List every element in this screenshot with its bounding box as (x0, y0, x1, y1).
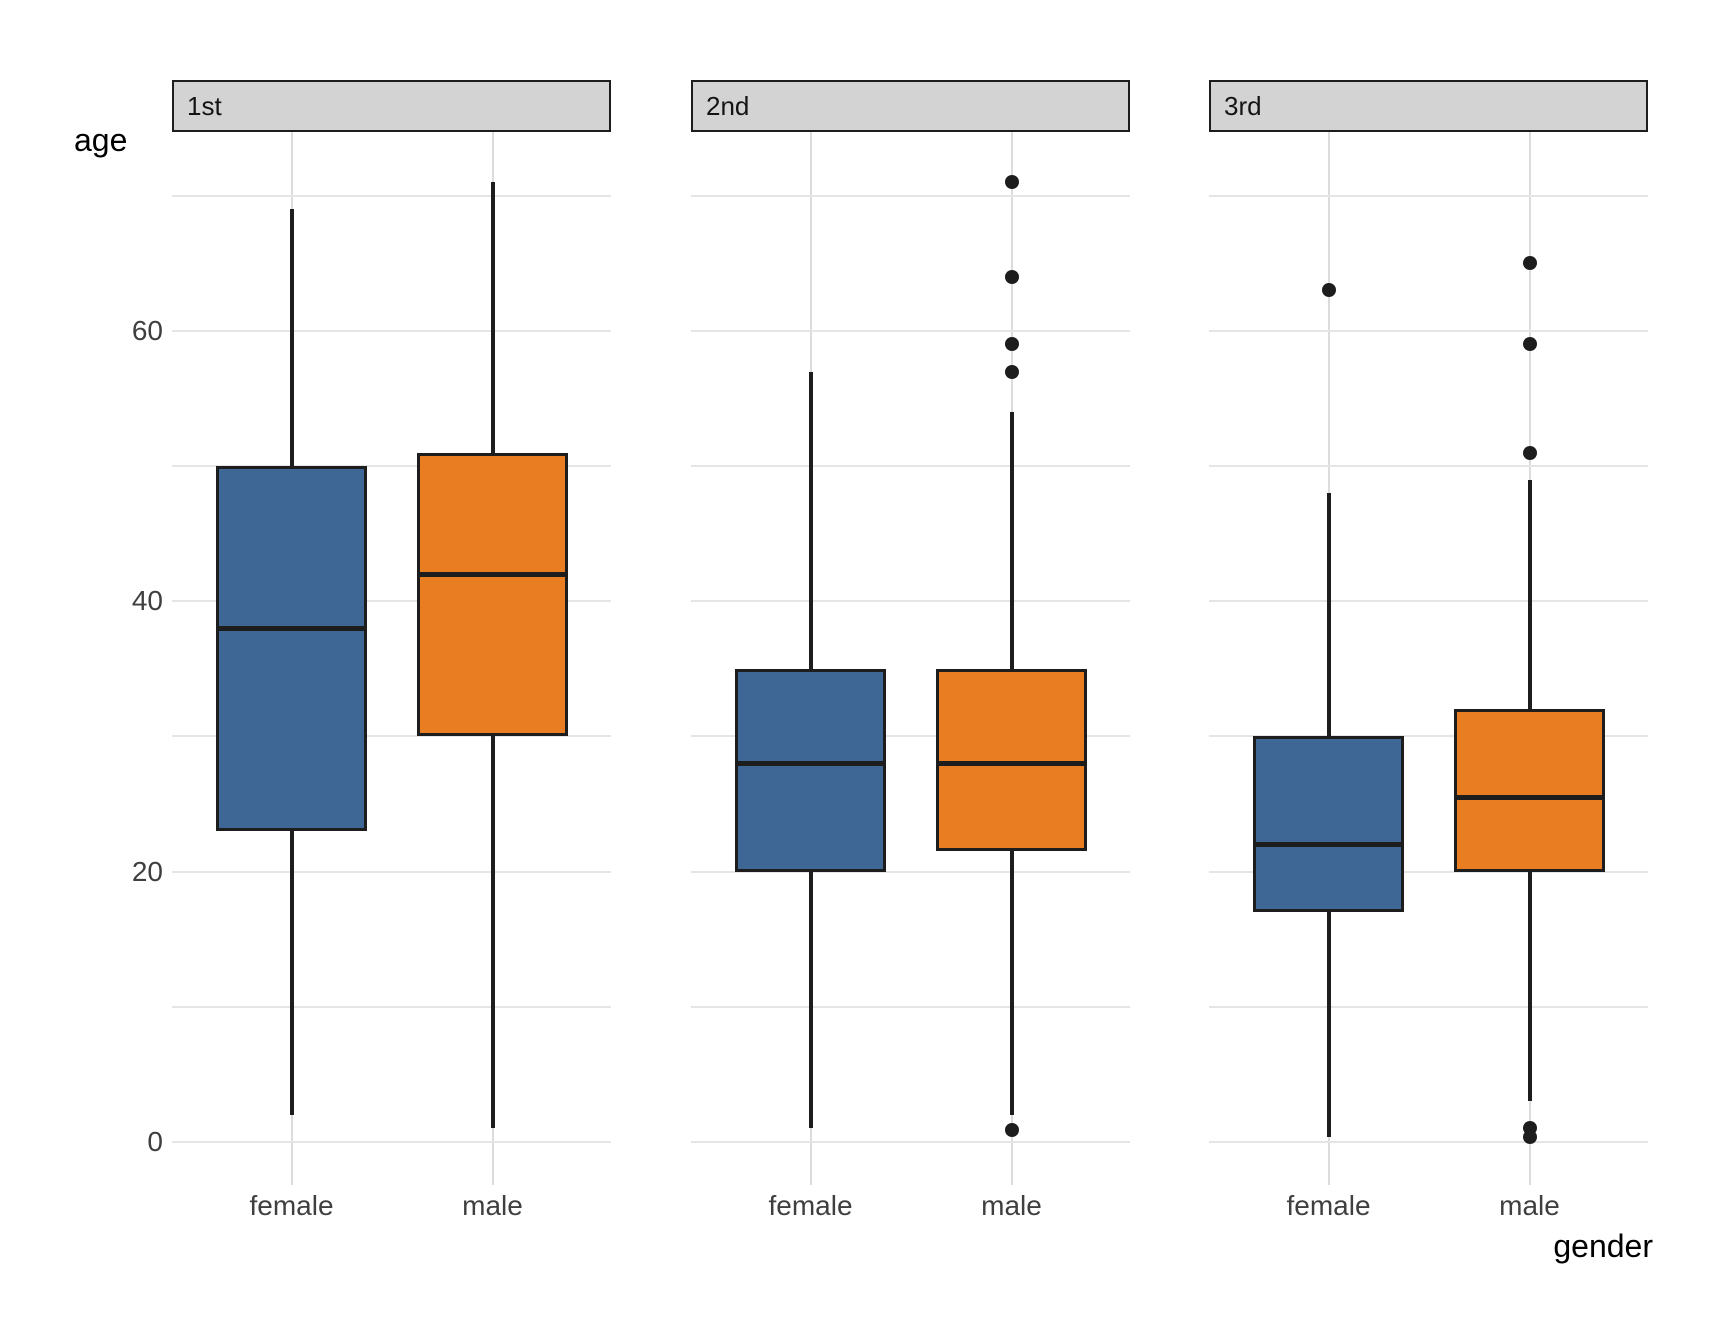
horizontal-gridline (691, 329, 1130, 332)
facet-panel (691, 132, 1130, 1185)
horizontal-gridline (1209, 870, 1648, 873)
facet-strip: 2nd (691, 80, 1130, 132)
horizontal-gridline (691, 735, 1130, 738)
x-axis-title: gender (1553, 1228, 1653, 1264)
facet-strip-label: 3rd (1224, 90, 1262, 121)
boxplot-box-female (735, 668, 886, 872)
median-line (216, 625, 367, 631)
boxplot-box-male (936, 668, 1087, 852)
horizontal-gridline (691, 870, 1130, 873)
horizontal-gridline (172, 194, 611, 197)
horizontal-gridline (172, 465, 611, 468)
outlier-dot (1004, 364, 1019, 379)
horizontal-gridline (1209, 465, 1648, 468)
boxplot-box-male (417, 452, 568, 737)
horizontal-gridline (691, 1141, 1130, 1143)
outlier-dot (1522, 445, 1537, 460)
facet-strip: 1st (172, 80, 611, 132)
facet-strip: 3rd (1209, 80, 1648, 132)
horizontal-gridline (1209, 735, 1648, 738)
median-line (1253, 842, 1404, 848)
median-line (735, 761, 886, 767)
facet-strip-label: 1st (187, 90, 222, 121)
boxplot-box-male (1454, 709, 1605, 872)
horizontal-gridline (172, 870, 611, 873)
facet-panel (1209, 132, 1648, 1185)
facet-panel (172, 132, 611, 1185)
x-category-label: male (462, 1190, 523, 1221)
y-tick-label: 40 (131, 585, 163, 617)
horizontal-gridline (172, 600, 611, 603)
horizontal-gridline (172, 1141, 611, 1143)
median-line (1454, 794, 1605, 800)
x-category-label: female (768, 1190, 853, 1221)
boxplot-box-female (1253, 736, 1404, 913)
horizontal-gridline (691, 600, 1130, 603)
outlier-dot (1004, 269, 1019, 284)
horizontal-gridline (1209, 1005, 1648, 1008)
horizontal-gridline (691, 194, 1130, 197)
horizontal-gridline (1209, 600, 1648, 603)
horizontal-gridline (1209, 329, 1648, 332)
y-axis-title: age (74, 122, 128, 158)
horizontal-gridline (172, 735, 611, 738)
x-category-label: male (1499, 1190, 1560, 1221)
x-category-label: male (981, 1190, 1042, 1221)
horizontal-gridline (691, 465, 1130, 468)
horizontal-gridline (691, 1005, 1130, 1008)
outlier-dot (1522, 1129, 1537, 1144)
horizontal-gridline (1209, 1141, 1648, 1143)
y-tick-label: 0 (147, 1126, 163, 1157)
outlier-dot (1522, 337, 1537, 352)
y-tick-label: 60 (131, 314, 163, 346)
outlier-dot (1004, 1122, 1019, 1137)
outlier-dot (1004, 175, 1019, 190)
facet-strip-label: 2nd (706, 90, 750, 121)
outlier-dot (1004, 337, 1019, 352)
median-line (936, 761, 1087, 767)
median-line (417, 571, 568, 577)
x-category-label: female (249, 1190, 334, 1221)
y-tick-label: 20 (131, 855, 163, 887)
outlier-dot (1522, 256, 1537, 271)
horizontal-gridline (172, 329, 611, 332)
x-category-label: female (1286, 1190, 1371, 1221)
horizontal-gridline (1209, 194, 1648, 197)
boxplot-box-female (216, 466, 367, 832)
horizontal-gridline (172, 1005, 611, 1008)
outlier-dot (1321, 283, 1336, 298)
